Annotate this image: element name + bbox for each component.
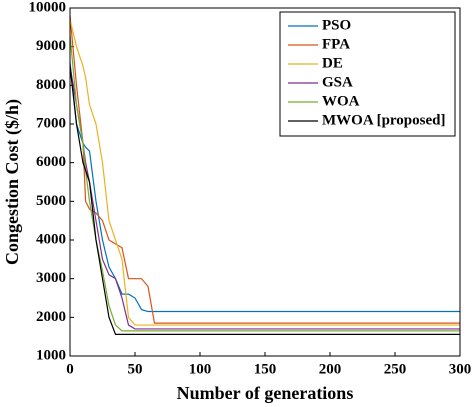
y-tick-label: 3000 xyxy=(36,270,66,286)
plot-frame xyxy=(69,7,461,357)
y-axis-label: Congestion Cost ($/h) xyxy=(2,99,23,265)
y-tick-label: 7000 xyxy=(36,115,66,131)
x-tick-label: 150 xyxy=(254,361,277,377)
y-tick-label: 6000 xyxy=(36,154,66,170)
series-line xyxy=(69,35,460,332)
y-tick-label: 1000 xyxy=(36,347,66,363)
y-tick-label: 4000 xyxy=(36,231,66,247)
series-line xyxy=(69,19,460,326)
legend-label: WOA xyxy=(322,93,360,109)
x-tick-label: 0 xyxy=(66,361,74,377)
x-tick-label: 200 xyxy=(319,361,342,377)
x-axis-label: Number of generations xyxy=(177,383,354,403)
legend-label: MWOA [proposed] xyxy=(322,112,445,128)
legend-label: GSA xyxy=(322,74,353,90)
x-tick-label: 50 xyxy=(128,361,143,377)
legend-label: PSO xyxy=(322,17,351,33)
series-line xyxy=(69,62,460,313)
x-tick-label: 250 xyxy=(384,361,407,377)
legend-label: DE xyxy=(322,55,343,71)
x-tick-label: 100 xyxy=(189,361,212,377)
series-line xyxy=(69,65,460,335)
legend-box xyxy=(279,11,456,137)
y-tick-label: 5000 xyxy=(36,193,66,209)
legend-label: FPA xyxy=(322,36,350,52)
y-tick-label: 9000 xyxy=(36,38,66,54)
series-line xyxy=(69,15,460,324)
y-tick-label: 10000 xyxy=(29,0,67,15)
y-tick-label: 2000 xyxy=(36,309,66,325)
y-tick-label: 8000 xyxy=(36,77,66,93)
x-tick-label: 300 xyxy=(449,361,472,377)
